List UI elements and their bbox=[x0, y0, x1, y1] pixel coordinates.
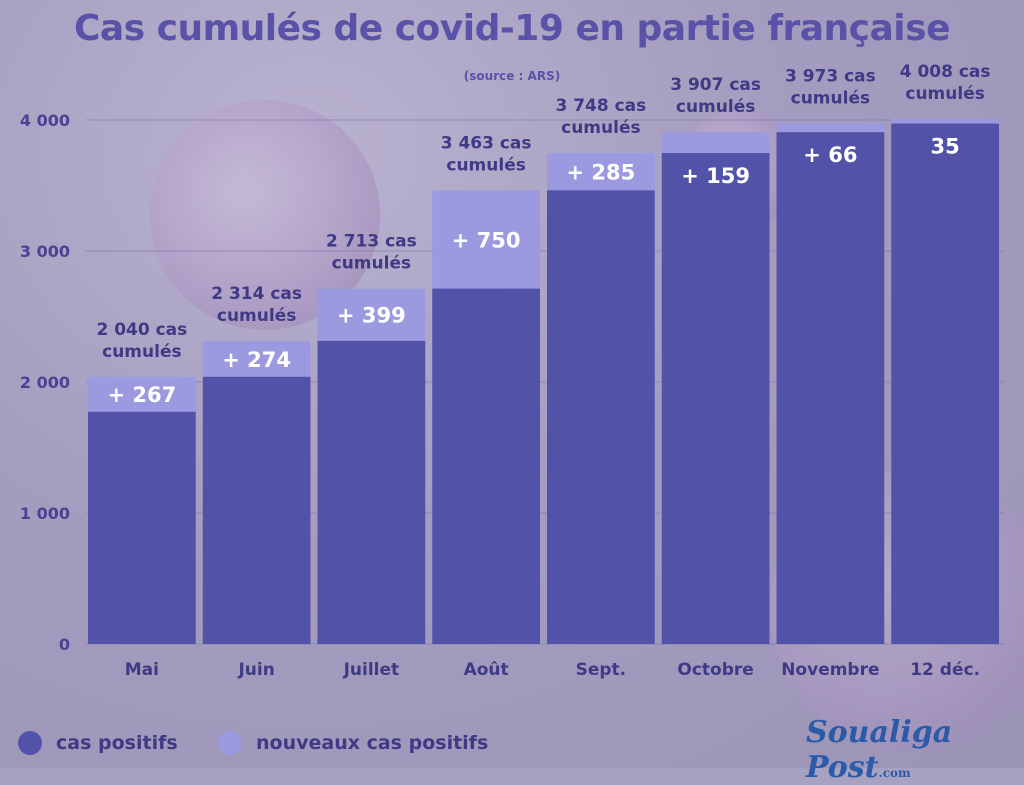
category-label: Novembre bbox=[781, 660, 879, 680]
y-tick-label: 1 000 bbox=[20, 504, 70, 523]
total-label-line2: cumulés bbox=[102, 342, 181, 362]
bar-new-cases bbox=[317, 288, 426, 341]
increment-label: + 274 bbox=[222, 348, 291, 372]
category-label: Juillet bbox=[343, 660, 400, 680]
legend-label-base: cas positifs bbox=[56, 732, 178, 754]
bar-cumulative-cases bbox=[202, 376, 311, 644]
total-label-line2: cumulés bbox=[561, 118, 640, 138]
total-label-line1: 4 008 cas bbox=[900, 62, 991, 82]
bar-new-cases bbox=[776, 123, 885, 133]
increment-label: 35 bbox=[931, 135, 960, 159]
legend-item-base: cas positifs bbox=[18, 728, 178, 758]
y-tick-label: 0 bbox=[59, 635, 70, 654]
chart-title: Cas cumulés de covid-19 en partie frança… bbox=[74, 8, 951, 49]
total-label-line2: cumulés bbox=[791, 89, 870, 109]
bar-new-cases bbox=[547, 153, 655, 191]
bar-cumulative-cases bbox=[432, 288, 540, 644]
increment-label: + 399 bbox=[337, 304, 406, 328]
y-tick-label: 4 000 bbox=[20, 111, 70, 130]
category-label: Juin bbox=[237, 660, 274, 680]
total-label-line1: 3 463 cas bbox=[441, 133, 532, 153]
bar-cumulative-cases bbox=[661, 153, 770, 644]
total-label-line2: cumulés bbox=[905, 84, 984, 104]
total-label-line1: 3 973 cas bbox=[785, 67, 876, 87]
category-label: Août bbox=[464, 660, 509, 680]
bar-cumulative-cases bbox=[776, 132, 885, 645]
bar-new-cases bbox=[202, 340, 311, 377]
total-label-line2: cumulés bbox=[676, 97, 755, 117]
bar-cumulative-cases bbox=[547, 190, 655, 645]
bar-new-cases bbox=[88, 376, 196, 412]
bar-new-cases bbox=[891, 118, 999, 124]
legend-swatch-base bbox=[18, 731, 42, 755]
total-label-line1: 2 713 cas bbox=[326, 232, 417, 252]
total-label-line1: 3 748 cas bbox=[555, 96, 646, 116]
increment-label: + 66 bbox=[803, 143, 857, 167]
legend-label-new: nouveaux cas positifs bbox=[256, 732, 489, 754]
legend-swatch-new bbox=[218, 731, 242, 755]
total-label-line1: 3 907 cas bbox=[670, 75, 761, 95]
category-label: 12 déc. bbox=[910, 660, 980, 680]
category-label: Mai bbox=[125, 660, 159, 680]
x-axis-labels: Mai Juin Juillet Août Sept. Octobre Novembre 12… bbox=[125, 660, 980, 680]
y-tick-label: 2 000 bbox=[20, 373, 70, 392]
bar-new-cases bbox=[432, 190, 540, 289]
soualiga-post-logo: Soualiga Post.com bbox=[806, 715, 1024, 785]
logo-suffix: .com bbox=[878, 766, 911, 780]
total-label-line1: 2 040 cas bbox=[96, 320, 187, 340]
bar-cumulative-cases bbox=[317, 340, 426, 644]
total-label-line2: cumulés bbox=[446, 155, 525, 175]
increment-label: + 159 bbox=[681, 164, 750, 188]
category-label: Sept. bbox=[576, 660, 627, 680]
y-axis-ticks: 0 1 000 2 000 3 000 4 000 bbox=[20, 111, 70, 654]
total-label-line2: cumulés bbox=[332, 254, 411, 274]
increment-label: + 267 bbox=[108, 383, 177, 407]
increment-label: + 285 bbox=[567, 161, 636, 185]
legend-item-new: nouveaux cas positifs bbox=[218, 728, 488, 758]
category-label: Octobre bbox=[677, 660, 753, 680]
total-label-line1: 2 314 cas bbox=[211, 284, 302, 304]
bar-new-cases bbox=[661, 132, 770, 154]
y-tick-label: 3 000 bbox=[20, 242, 70, 261]
bar-cumulative-cases bbox=[88, 411, 196, 644]
bar-cumulative-cases bbox=[891, 123, 999, 645]
increment-label: + 750 bbox=[452, 228, 521, 252]
total-label-line2: cumulés bbox=[217, 306, 296, 326]
chart-source: (source : ARS) bbox=[463, 69, 561, 83]
